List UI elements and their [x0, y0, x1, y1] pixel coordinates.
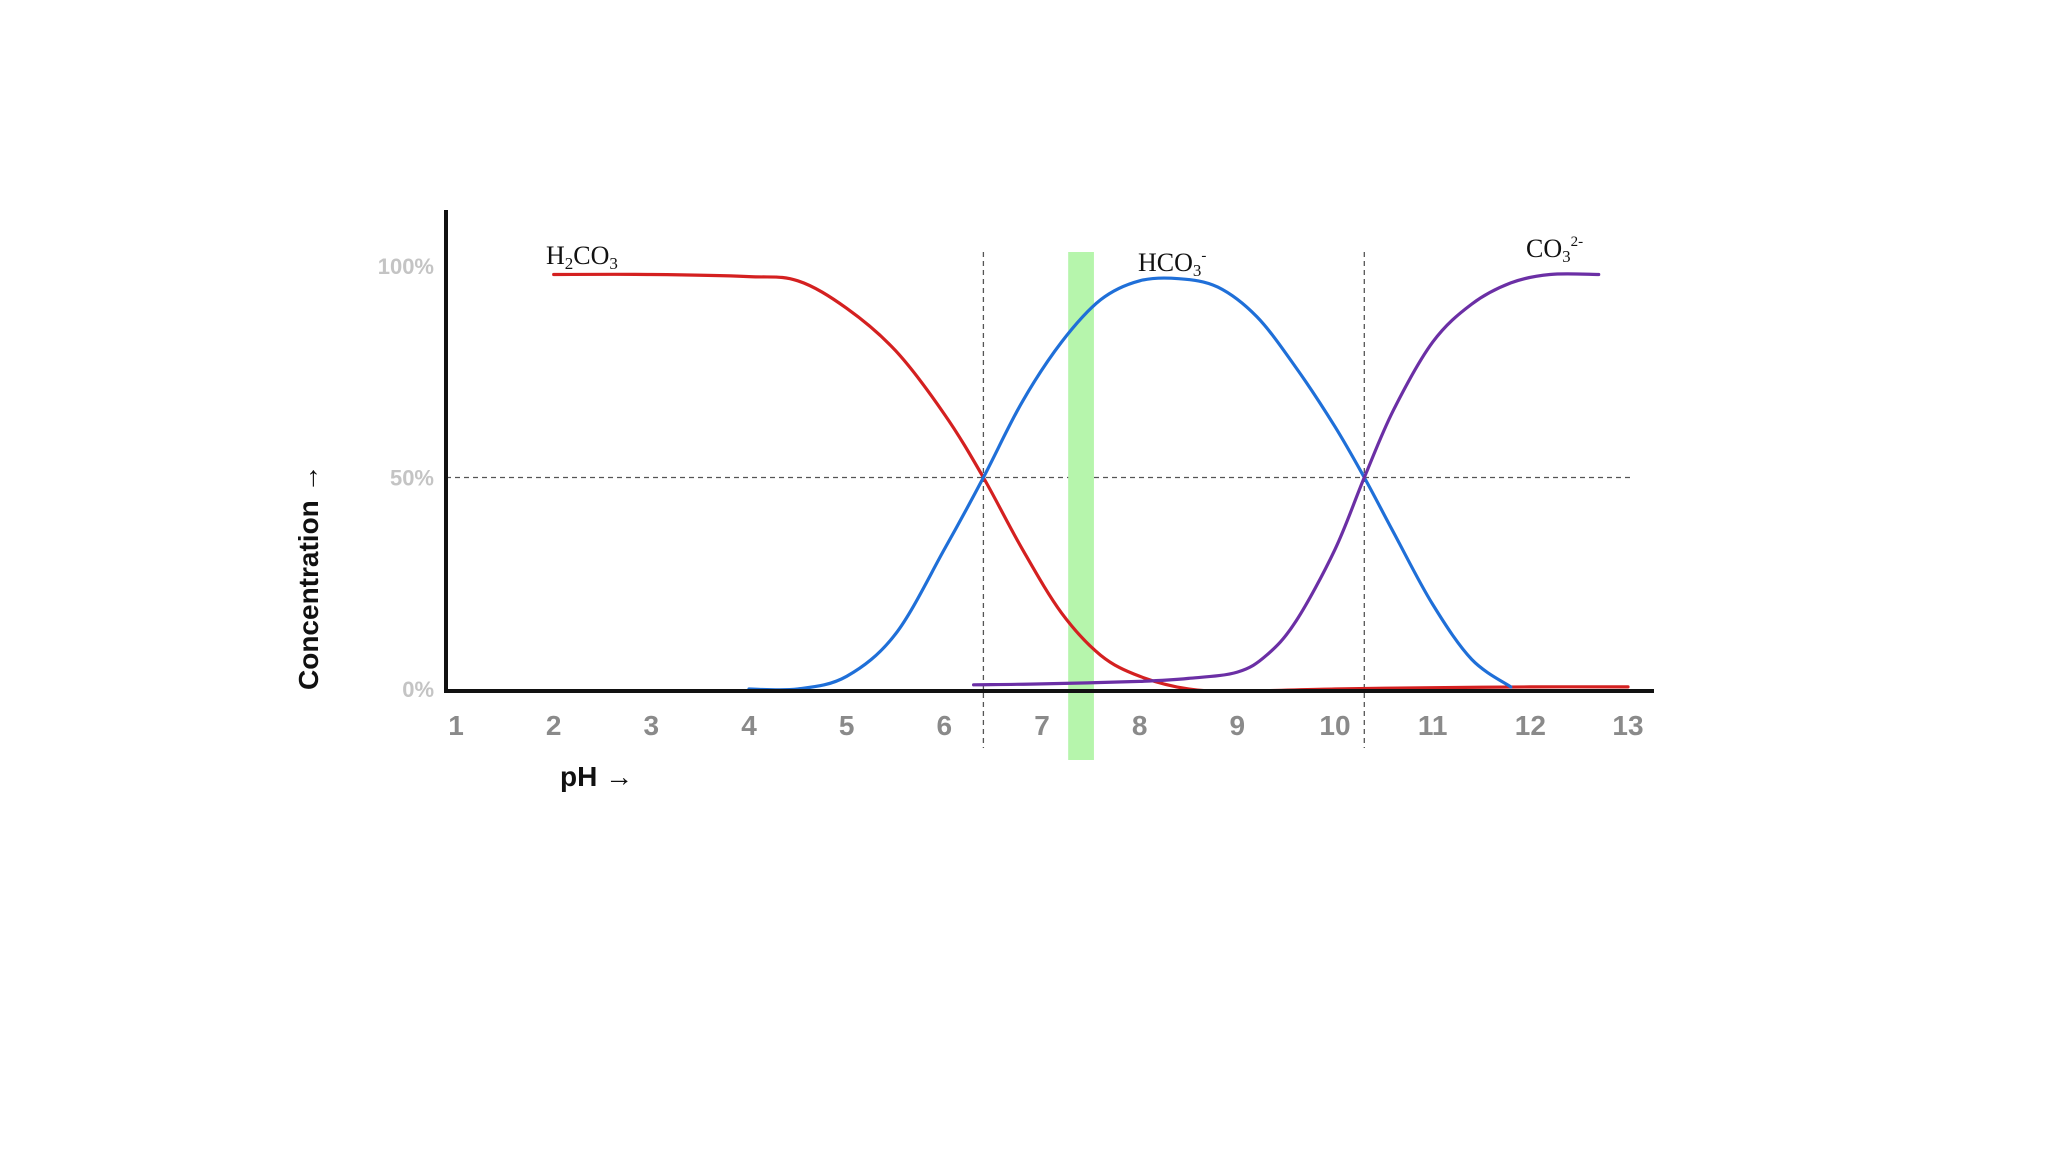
x-tick-label-7: 7	[1034, 710, 1050, 741]
co3-label: CO32-	[1526, 234, 1583, 266]
x-tick-label-2: 2	[546, 710, 562, 741]
species-labels: H2CO3 HCO3- CO32-	[546, 234, 1583, 280]
x-tick-label-13: 13	[1612, 710, 1643, 741]
hco3-label: HCO3-	[1138, 248, 1206, 280]
highlight-band-layer	[1068, 252, 1094, 760]
hco3-curve	[747, 276, 1513, 692]
grid-layer	[446, 252, 1634, 748]
axes-layer	[444, 210, 1654, 693]
x-tick-label-11: 11	[1418, 710, 1448, 741]
x-tick-label-10: 10	[1319, 710, 1350, 741]
y-tick-labels: 0% 50% 100%	[378, 254, 434, 702]
y-tick-label-50: 50%	[390, 466, 434, 491]
x-tick-label-1: 1	[448, 710, 464, 741]
x-tick-label-5: 5	[839, 710, 855, 741]
y-axis-title: Concentration →	[293, 464, 324, 690]
physiological-ph-band	[1068, 252, 1094, 760]
y-tick-label-0: 0%	[402, 677, 434, 702]
co3-curve	[972, 272, 1601, 687]
y-tick-label-100: 100%	[378, 254, 434, 279]
h2co3-curve	[552, 272, 1630, 693]
x-tick-label-9: 9	[1230, 710, 1246, 741]
x-tick-label-12: 12	[1515, 710, 1546, 741]
x-tick-labels: 1 2 3 4 5 6 7 8 9 10 11 12 13	[448, 710, 1643, 741]
h2co3-label: H2CO3	[546, 241, 618, 273]
x-tick-label-3: 3	[644, 710, 660, 741]
x-tick-label-6: 6	[937, 710, 953, 741]
x-axis-title: pH →	[560, 761, 633, 792]
x-tick-label-8: 8	[1132, 710, 1148, 741]
series-layer	[552, 272, 1630, 693]
x-tick-label-4: 4	[741, 710, 757, 741]
